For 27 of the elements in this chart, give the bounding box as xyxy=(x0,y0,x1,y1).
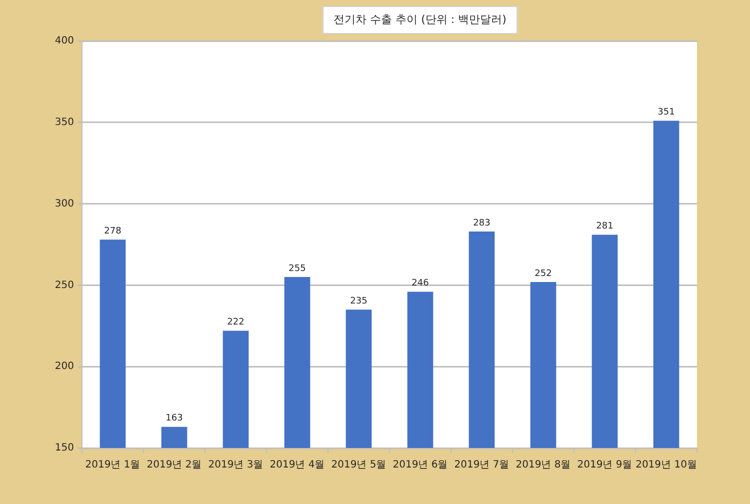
data-label: 281 xyxy=(596,222,614,232)
chart-title: 전기차 수출 추이 (단위 : 백만달러) xyxy=(322,6,518,34)
y-tick-label: 250 xyxy=(54,280,74,291)
data-label: 283 xyxy=(473,218,490,228)
y-tick-label: 200 xyxy=(54,361,74,372)
y-tick-label: 400 xyxy=(54,36,74,47)
x-tick-label: 2019년 5월 xyxy=(331,460,386,471)
data-label: 351 xyxy=(658,108,675,118)
y-tick-label: 300 xyxy=(54,198,74,210)
x-tick-label: 2019년 7월 xyxy=(454,460,510,471)
x-tick-label: 2019년 10월 xyxy=(636,460,697,471)
x-tick-label: 2019년 2월 xyxy=(146,460,202,471)
data-label: 246 xyxy=(412,278,430,289)
x-tick-label: 2019년 8월 xyxy=(516,460,571,471)
data-label: 278 xyxy=(104,226,122,236)
data-label: 163 xyxy=(166,414,183,424)
x-tick-label: 2019년 4월 xyxy=(270,460,325,471)
data-label: 255 xyxy=(288,264,306,274)
x-tick-label: 2019년 9월 xyxy=(577,460,632,471)
x-tick-label: 2019년 3월 xyxy=(208,460,264,471)
y-tick-label: 350 xyxy=(54,116,74,128)
x-tick-label: 2019년 1월 xyxy=(85,460,140,471)
data-label: 222 xyxy=(227,318,244,328)
y-tick-label: 150 xyxy=(54,442,74,454)
x-tick-label: 2019년 6월 xyxy=(392,460,448,471)
data-label: 235 xyxy=(350,296,368,306)
data-label: 252 xyxy=(534,268,552,279)
